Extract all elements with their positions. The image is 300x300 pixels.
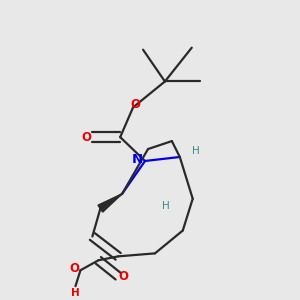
Text: O: O — [130, 98, 140, 111]
Text: H: H — [162, 201, 170, 211]
Text: H: H — [192, 146, 200, 156]
Text: N: N — [132, 153, 143, 166]
Text: O: O — [69, 262, 79, 275]
Text: O: O — [118, 270, 129, 283]
Polygon shape — [98, 194, 122, 212]
Text: H: H — [71, 288, 80, 298]
Text: O: O — [81, 130, 91, 144]
